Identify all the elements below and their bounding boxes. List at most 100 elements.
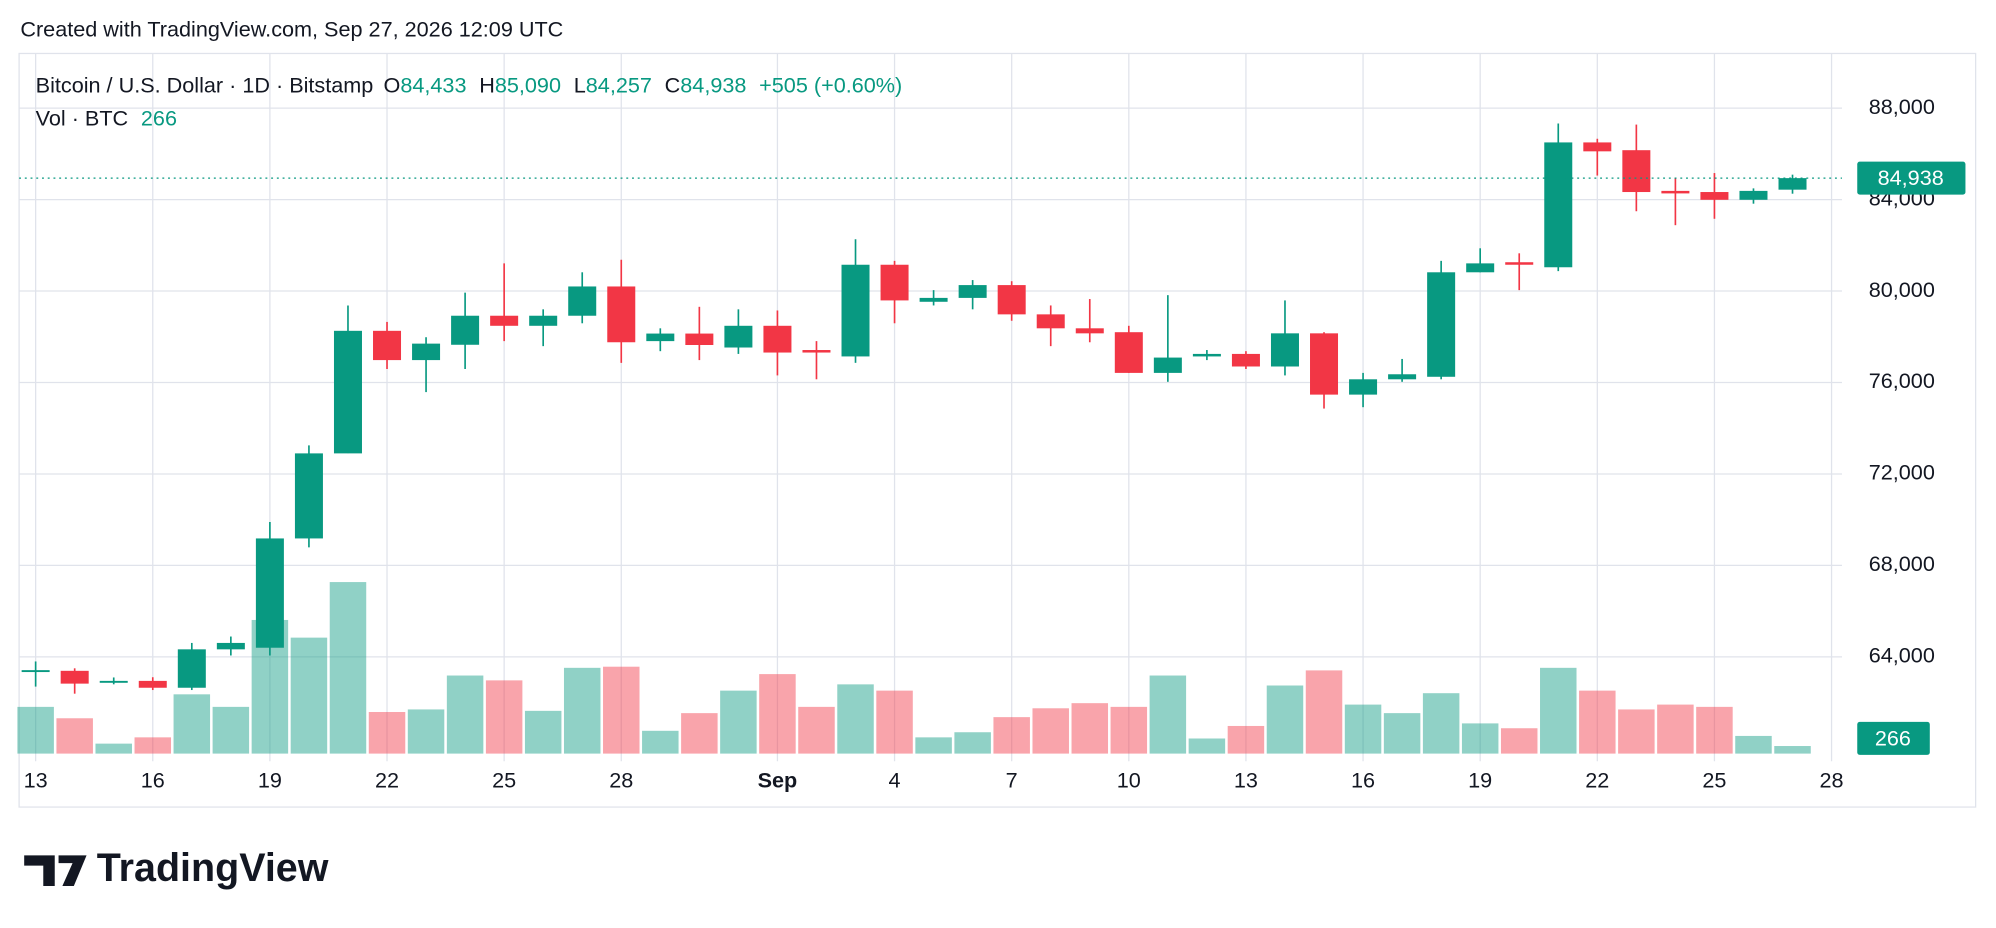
y-tick-label: 72,000 bbox=[1869, 460, 1935, 485]
y-tick-label: 80,000 bbox=[1869, 277, 1935, 302]
candle-body bbox=[1192, 353, 1221, 357]
volume-bar bbox=[759, 674, 796, 754]
volume-bar bbox=[720, 690, 757, 754]
y-tick-label: 88,000 bbox=[1869, 94, 1935, 119]
candle-body bbox=[1388, 374, 1417, 380]
candle-body bbox=[177, 649, 206, 688]
candle-body bbox=[1310, 333, 1339, 395]
x-tick-label: 28 bbox=[609, 767, 633, 792]
volume-bar bbox=[1266, 685, 1304, 754]
volume-bar bbox=[798, 706, 835, 754]
volume-bar bbox=[603, 666, 640, 754]
y-tick-label: 76,000 bbox=[1869, 368, 1935, 393]
volume-tag-label: 266 bbox=[1875, 725, 1911, 750]
x-tick-label: Sep bbox=[758, 767, 798, 792]
x-tick-label: 16 bbox=[141, 767, 165, 792]
legend-value: 85,090 bbox=[495, 72, 561, 97]
candle-body bbox=[1231, 353, 1260, 367]
volume-title: Vol · BTC bbox=[36, 105, 129, 130]
volume-bar bbox=[1305, 670, 1343, 754]
candle-body bbox=[724, 325, 753, 348]
candle-body bbox=[1427, 272, 1456, 377]
volume-bar bbox=[1110, 706, 1148, 754]
legend-label: L bbox=[574, 72, 586, 97]
caption: Created with TradingView.com, Sep 27, 20… bbox=[20, 16, 563, 41]
candle-body bbox=[685, 333, 714, 345]
candle-body bbox=[333, 330, 362, 454]
logo-mark bbox=[24, 855, 87, 886]
candle-body bbox=[1505, 262, 1534, 265]
volume-bar bbox=[837, 684, 874, 754]
volume-bar bbox=[290, 637, 328, 754]
volume-bar bbox=[56, 718, 93, 754]
candle-body bbox=[21, 670, 50, 673]
legend-label: C bbox=[665, 72, 681, 97]
candle-body bbox=[138, 680, 167, 688]
volume-bar bbox=[1032, 708, 1069, 754]
volume-bar bbox=[563, 667, 601, 754]
legend-value: 84,938 bbox=[680, 72, 746, 97]
volume-bar bbox=[1383, 713, 1421, 754]
legend-label: H bbox=[479, 72, 495, 97]
candle-body bbox=[1700, 192, 1729, 200]
candle-body bbox=[451, 315, 480, 345]
candle-body bbox=[1075, 328, 1104, 334]
volume-bar bbox=[1540, 667, 1577, 754]
x-tick-label: 16 bbox=[1351, 767, 1375, 792]
candle-body bbox=[1114, 332, 1143, 373]
x-tick-label: 13 bbox=[1234, 767, 1258, 792]
candle-body bbox=[997, 285, 1026, 315]
volume-value: 266 bbox=[141, 105, 177, 130]
legend-value: 84,257 bbox=[586, 72, 652, 97]
volume-bar bbox=[212, 706, 250, 754]
volume-bar bbox=[485, 680, 523, 754]
candle-body bbox=[958, 285, 987, 298]
x-tick-label: 7 bbox=[1006, 767, 1018, 792]
volume-bar bbox=[1696, 706, 1733, 754]
x-tick-label: 22 bbox=[1585, 767, 1609, 792]
volume-bar bbox=[1149, 675, 1187, 754]
volume-bar bbox=[17, 706, 54, 754]
candle-body bbox=[841, 264, 870, 357]
volume-bar bbox=[134, 737, 172, 754]
x-tick-label: 4 bbox=[889, 767, 901, 792]
legend-value: 84,433 bbox=[400, 72, 466, 97]
candle-body bbox=[1544, 142, 1573, 268]
volume-bar bbox=[524, 710, 562, 754]
volume-bar bbox=[915, 737, 952, 754]
volume-bar bbox=[1461, 723, 1499, 754]
candle-body bbox=[255, 538, 284, 648]
price-tag-label: 84,938 bbox=[1878, 165, 1944, 190]
candle-body bbox=[568, 286, 597, 316]
volume-legend: Vol · BTC 266 bbox=[36, 105, 177, 130]
volume-bar bbox=[1618, 709, 1655, 754]
x-tick-label: 22 bbox=[375, 767, 399, 792]
volume-bar bbox=[1344, 704, 1382, 754]
legend-title: Bitcoin / U.S. Dollar · 1D · Bitstamp bbox=[36, 72, 374, 97]
volume-bar bbox=[446, 675, 484, 754]
volume-bar bbox=[876, 690, 913, 754]
candle-body bbox=[607, 286, 636, 343]
candle-body bbox=[1466, 263, 1495, 273]
x-tick-label: 25 bbox=[1702, 767, 1726, 792]
x-tick-label: 13 bbox=[24, 767, 48, 792]
candle-body bbox=[1036, 314, 1065, 329]
x-tick-label: 19 bbox=[1468, 767, 1492, 792]
candle-body bbox=[216, 642, 245, 650]
plot-area: 64,00068,00072,00076,00080,00084,00088,0… bbox=[17, 53, 1966, 792]
candle-body bbox=[763, 325, 792, 353]
volume-bar bbox=[681, 713, 718, 754]
candle-body bbox=[412, 343, 441, 361]
x-tick-label: 25 bbox=[492, 767, 516, 792]
brand: TradingView bbox=[97, 846, 329, 890]
legend: Bitcoin / U.S. Dollar · 1D · Bitstamp O84… bbox=[36, 72, 903, 97]
candle-body bbox=[1349, 379, 1378, 395]
y-tick-label: 68,000 bbox=[1869, 551, 1935, 576]
x-tick-label: 10 bbox=[1117, 767, 1141, 792]
candle-body bbox=[1270, 333, 1299, 367]
candle-body bbox=[1583, 142, 1612, 152]
volume-bar bbox=[1579, 690, 1616, 754]
candle-body bbox=[60, 670, 89, 684]
price-tag bbox=[1857, 161, 1966, 195]
